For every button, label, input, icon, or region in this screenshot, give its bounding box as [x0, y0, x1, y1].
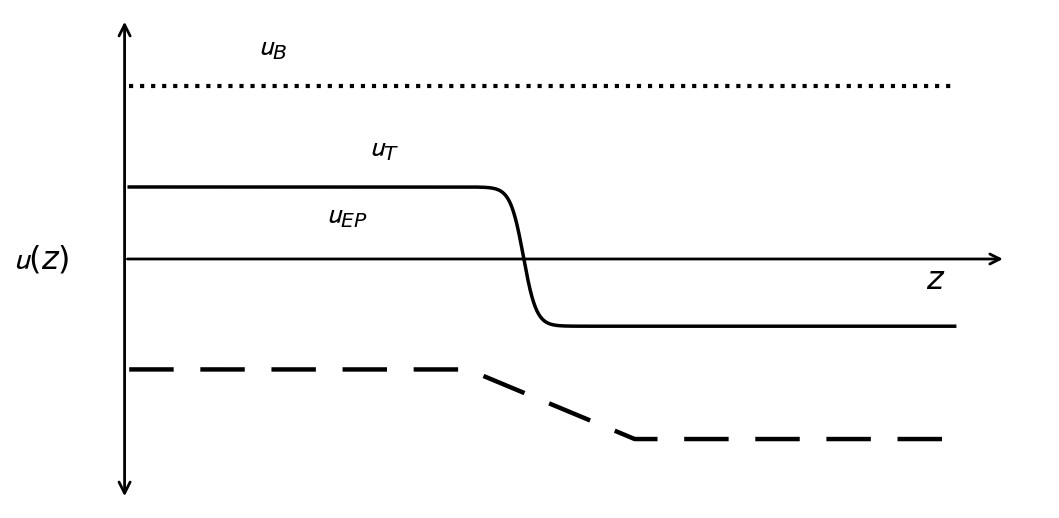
- Text: $\mathcal{u}_T$: $\mathcal{u}_T$: [370, 135, 399, 163]
- Text: $\mathcal{u}_B$: $\mathcal{u}_B$: [258, 34, 287, 62]
- Text: $z$: $z$: [927, 265, 946, 296]
- Text: $\mathcal{u}_{EP}$: $\mathcal{u}_{EP}$: [326, 202, 367, 230]
- Text: $\mathcal{u}(z)$: $\mathcal{u}(z)$: [13, 243, 70, 275]
